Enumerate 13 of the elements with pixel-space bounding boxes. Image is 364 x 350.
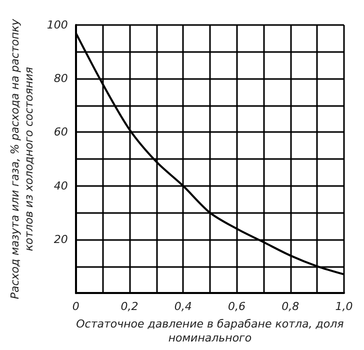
- y-tick-label: 100: [46, 18, 68, 32]
- y-tick-label: 40: [54, 179, 68, 192]
- x-axis-title: Остаточное давление в барабане котла, доля номинального: [76, 318, 344, 344]
- y-tick-label: 60: [54, 126, 68, 139]
- x-tick-label: 0,8: [282, 300, 300, 314]
- y-axis-title: Расход мазута или газа, % расхода на растопку котлов из холодного состояния: [8, 18, 36, 300]
- x-tick-label: 0,6: [228, 300, 246, 314]
- x-tick-label: 1,0: [335, 300, 353, 314]
- x-tick-label: 0: [72, 300, 80, 314]
- x-tick-label: 0,4: [174, 300, 192, 314]
- y-tick-label: 20: [54, 232, 68, 246]
- x-tick-label: 0,2: [120, 300, 138, 314]
- y-tick-label: 80: [54, 72, 68, 86]
